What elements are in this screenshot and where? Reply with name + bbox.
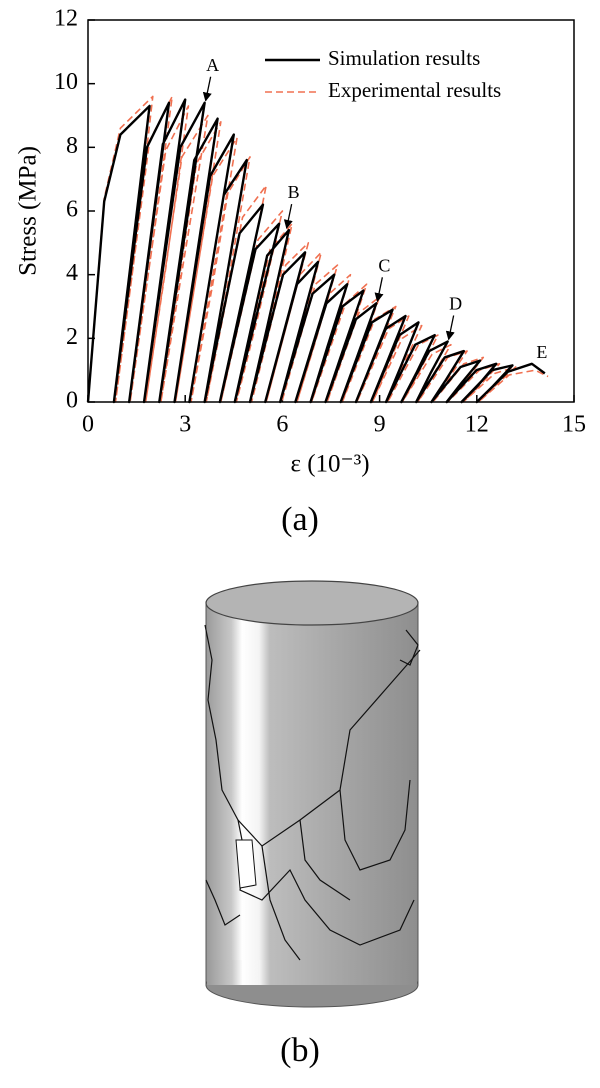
caption-b: (b) xyxy=(280,1032,320,1069)
x-axis-label: ε (10⁻³) xyxy=(290,451,369,478)
x-tick-label: 12 xyxy=(465,412,489,438)
x-tick-label: 6 xyxy=(276,412,288,438)
legend-label: Simulation results xyxy=(328,46,480,70)
annotation-label: A xyxy=(206,55,219,75)
annotation-label: D xyxy=(449,294,462,314)
y-tick-label: 8 xyxy=(66,133,78,159)
annotation-arrow xyxy=(374,277,384,303)
y-tick-label: 12 xyxy=(54,6,78,32)
annotation-label: C xyxy=(378,255,390,275)
y-tick-label: 10 xyxy=(54,69,78,95)
x-tick-label: 9 xyxy=(374,412,386,438)
annotation-arrow xyxy=(202,76,212,102)
series-line xyxy=(86,98,546,404)
annotation-arrow xyxy=(445,315,455,341)
annotation-arrow xyxy=(283,203,293,229)
cylinder-illustration xyxy=(204,580,421,1008)
annotation-label: E xyxy=(536,342,547,362)
plot-frame xyxy=(87,19,575,403)
legend-label: Experimental results xyxy=(328,78,501,102)
series-line xyxy=(87,95,549,403)
caption-a: (a) xyxy=(281,501,319,538)
x-tick-label: 3 xyxy=(179,412,191,438)
y-tick-label: 4 xyxy=(66,260,78,286)
y-axis-label: Stress (MPa) xyxy=(15,146,42,276)
plot-area: 0 3 6 9 12 15 0 2 4 6 8 10 12 Simulation results Exper… xyxy=(54,6,586,438)
y-tick-label: 0 xyxy=(66,388,78,414)
annotation-label: B xyxy=(288,182,300,202)
y-tick-label: 2 xyxy=(66,324,78,350)
y-tick-label: 6 xyxy=(66,197,78,223)
x-tick-label: 15 xyxy=(562,412,586,438)
x-tick-label: 0 xyxy=(82,412,94,438)
